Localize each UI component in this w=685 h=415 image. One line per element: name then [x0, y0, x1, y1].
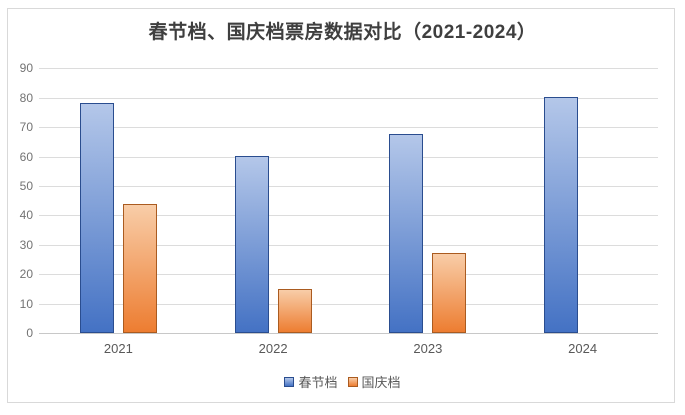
legend-swatch-icon — [347, 376, 358, 387]
legend-label: 春节档 — [298, 375, 338, 390]
bar-国庆档-2021 — [122, 204, 157, 333]
gridline — [39, 186, 658, 187]
x-axis-tick-label: 2021 — [103, 341, 133, 356]
y-axis-tick-label: 20 — [19, 267, 33, 282]
legend-label: 国庆档 — [361, 375, 401, 390]
y-axis-tick-label: 50 — [19, 179, 33, 193]
x-axis-tick-label: 2023 — [413, 341, 443, 356]
y-axis-tick-label: 70 — [19, 120, 33, 135]
gridline — [39, 274, 658, 276]
y-axis-tick-label: 90 — [19, 61, 33, 76]
bar-春节档-2023 — [389, 134, 424, 333]
bar-国庆档-2023 — [432, 252, 467, 333]
bar-春节档-2021 — [79, 103, 114, 333]
y-axis-tick-label: 80 — [19, 90, 33, 105]
gridline — [39, 303, 658, 305]
x-axis-tick-label: 2022 — [258, 341, 288, 356]
gridline — [39, 68, 658, 70]
y-axis-tick-label: 0 — [26, 326, 33, 340]
legend: 春节档 国庆档 — [0, 372, 685, 391]
y-axis-tick-label: 40 — [19, 208, 33, 223]
y-axis-tick-label: 10 — [19, 296, 33, 311]
x-axis-line — [39, 333, 658, 334]
x-axis-tick-label: 2024 — [568, 341, 598, 356]
gridline — [39, 127, 658, 129]
gridline — [39, 215, 658, 217]
bar-春节档-2024 — [544, 97, 579, 333]
chart-title: 春节档、国庆档票房数据对比（2021-2024） — [148, 22, 537, 43]
gridline — [39, 156, 658, 158]
bar-春节档-2022 — [234, 155, 269, 333]
legend-item-国庆档: 国庆档 — [347, 372, 401, 391]
y-axis-tick-label: 60 — [19, 149, 33, 164]
legend-swatch-icon — [284, 376, 295, 387]
bar-国庆档-2022 — [277, 289, 312, 333]
gridline — [39, 244, 658, 246]
legend-item-春节档: 春节档 — [284, 372, 338, 391]
y-axis-tick-label: 30 — [19, 237, 33, 252]
gridline — [39, 97, 658, 99]
